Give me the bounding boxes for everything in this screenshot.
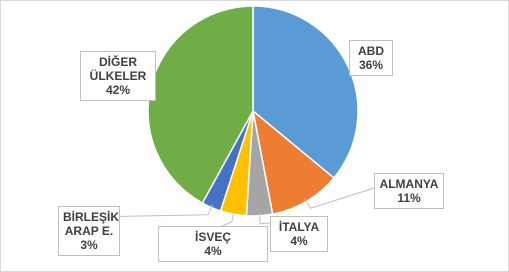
data-label: ABD 36%: [349, 40, 393, 76]
data-label: ALMANYA 11%: [374, 173, 444, 209]
category-name: ABD: [358, 44, 384, 58]
category-name: BİRLEŞİK ARAP E.: [63, 210, 120, 238]
data-label: BİRLEŞİK ARAP E. 3%: [58, 206, 120, 256]
value-label: 42%: [105, 83, 131, 97]
value-label: 4%: [290, 234, 308, 248]
data-label: DİĞER ÜLKELER 42%: [80, 51, 156, 101]
value-label: 11%: [397, 191, 421, 205]
category-name: ALMANYA: [379, 177, 439, 191]
category-name: İSVEÇ: [194, 230, 231, 244]
value-label: 4%: [204, 244, 222, 258]
value-label: 3%: [80, 238, 98, 252]
leader-line: [88, 204, 214, 218]
data-label: İSVEÇ 4%: [158, 226, 268, 262]
category-name: DİĞER ÜLKELER: [89, 55, 147, 83]
category-name: İTALYA: [278, 220, 320, 234]
pie-slice: [252, 5, 359, 179]
data-label: İTALYA 4%: [270, 216, 328, 252]
value-label: 36%: [358, 58, 384, 72]
